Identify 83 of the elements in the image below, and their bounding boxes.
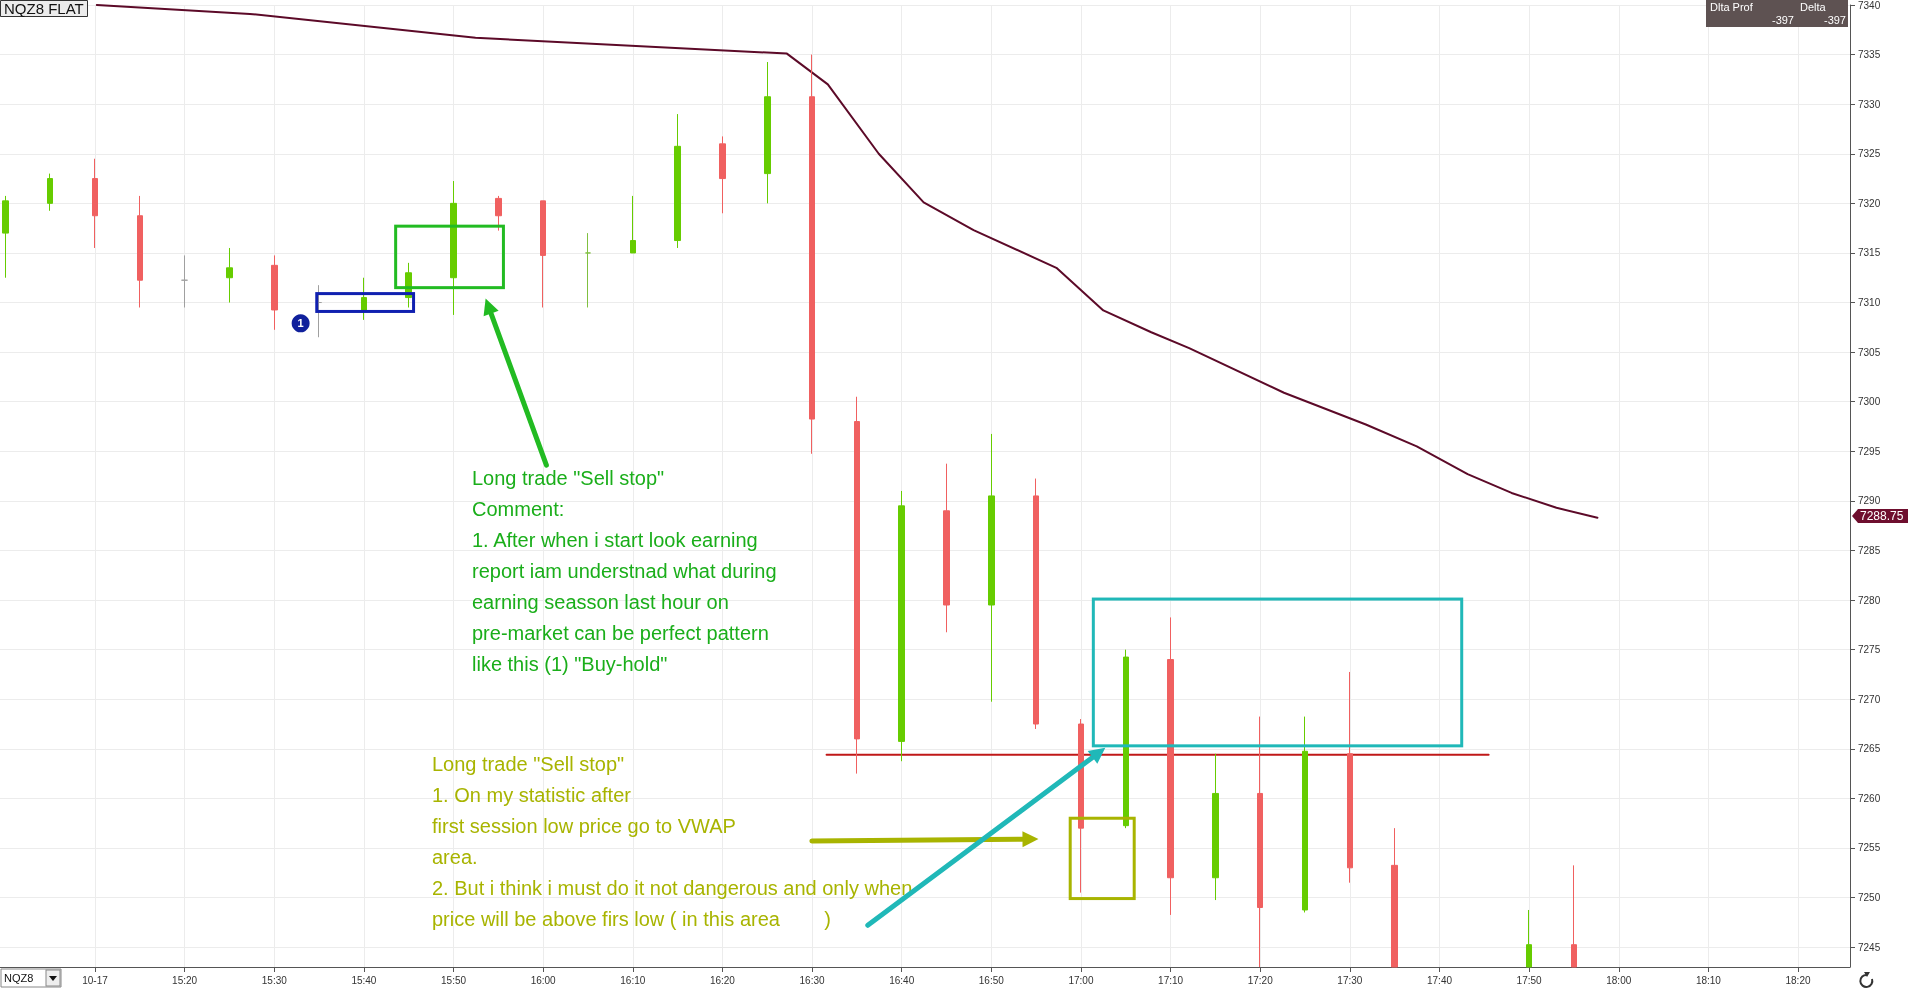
annotation: -397 — [1771, 13, 1794, 26]
candlestick — [764, 61, 771, 204]
candlestick — [226, 247, 233, 304]
y-tick-label: 7245 — [1858, 941, 1881, 953]
annotation: Delta — [1800, 0, 1827, 13]
x-tick-label: 17:00 — [1068, 974, 1094, 986]
y-tick-label: 7300 — [1858, 396, 1881, 408]
x-tick-label: 18:00 — [1606, 974, 1632, 986]
candlestick — [316, 284, 322, 338]
y-tick-label: 7260 — [1858, 792, 1881, 804]
y-tick-label: 7275 — [1858, 644, 1881, 656]
x-tick-label: 17:40 — [1426, 974, 1453, 986]
annotation: 1 — [297, 317, 304, 330]
x-tick-label: 16:50 — [978, 974, 1005, 986]
y-tick-label: 7270 — [1858, 693, 1881, 705]
candlestick — [898, 490, 905, 762]
text: NQZ8 — [4, 971, 34, 984]
y-tick-label: 7285 — [1858, 544, 1881, 556]
x-tick-label: 16:20 — [709, 974, 736, 986]
x-tick-label: 17:10 — [1158, 974, 1184, 986]
candlestick — [450, 180, 457, 316]
x-tick-label: 18:20 — [1785, 974, 1811, 986]
y-tick-label: 7325 — [1858, 148, 1881, 160]
candlestick — [1257, 716, 1263, 968]
candlestick — [271, 254, 278, 331]
candlestick — [719, 135, 726, 214]
x-tick-label: 15:50 — [441, 974, 467, 986]
candlestick — [1212, 753, 1219, 901]
y-tick-label: 7320 — [1858, 197, 1881, 209]
x-tick-label: 17:50 — [1516, 974, 1543, 986]
x-tick-label: 16:00 — [530, 974, 557, 986]
candlestick — [137, 195, 143, 308]
candlestick — [943, 463, 950, 633]
y-tick-label: 7340 — [1858, 0, 1881, 11]
x-tick-label: 16:40 — [889, 974, 915, 986]
candlestick — [1347, 671, 1353, 884]
y-tick-label: 7250 — [1858, 892, 1881, 904]
y-tick-label: 7290 — [1858, 495, 1881, 507]
candlestick — [988, 433, 995, 703]
candlestick — [2, 195, 9, 279]
y-tick-label: 7280 — [1858, 594, 1881, 606]
x-tick-label: 16:10 — [620, 974, 646, 986]
candlestick — [540, 200, 546, 308]
y-tick-label: 7330 — [1858, 98, 1881, 110]
chart-title: NQZ8 FLAT — [4, 0, 84, 17]
x-tick-label: 15:20 — [172, 974, 198, 986]
y-tick-label: 7295 — [1858, 445, 1881, 457]
x-tick-label: 15:30 — [261, 974, 288, 986]
x-tick-label: 15:40 — [351, 974, 377, 986]
candlestick — [1302, 716, 1308, 913]
x-tick-label: 18:10 — [1695, 974, 1722, 986]
candlestick — [1526, 909, 1532, 968]
candlestick — [1167, 616, 1174, 916]
line-series — [95, 4, 1599, 519]
candlestick — [181, 254, 188, 308]
y-tick-label: 7310 — [1858, 297, 1881, 309]
annotation: Long trade "Sell stop" 1. On my statistic after first session low price go to VWAP area. 2. But i think i must do it not dangerous and only when price will be above firs low ( in this area ) — [432, 752, 913, 930]
y-tick-label: 7335 — [1858, 49, 1881, 61]
x-tick-label: 17:30 — [1337, 974, 1363, 986]
x-tick-label: 17:20 — [1247, 974, 1274, 986]
text: 7288.75 — [1860, 509, 1904, 523]
candlestick — [1571, 864, 1577, 968]
y-tick-label: 7265 — [1858, 743, 1881, 755]
x-tick-label: 10-17 — [82, 974, 109, 986]
annotation: -397 — [1823, 13, 1846, 26]
y-tick-label: 7305 — [1858, 346, 1881, 358]
candlestick — [585, 232, 591, 308]
candlestick — [1123, 649, 1129, 829]
candlestick — [854, 396, 860, 775]
candlestick — [630, 195, 636, 254]
candlestick — [495, 195, 502, 232]
candlestick — [361, 277, 367, 321]
candlestick — [92, 158, 98, 249]
y-tick-label: 7315 — [1858, 247, 1881, 259]
x-tick-label: 16:30 — [799, 974, 826, 986]
candlestick — [1078, 718, 1084, 894]
annotation: Dlta Prof — [1710, 0, 1754, 13]
candlestick — [674, 113, 681, 249]
candlestick — [1391, 827, 1398, 968]
candlestick — [1033, 478, 1039, 730]
y-tick-label: 7255 — [1858, 842, 1881, 854]
annotation: Long trade "Sell stop" Comment: 1. After when i start look earning report iam understnad what during earning seasson last hour on pre-market can be perfect pattern like this (1) "Buy-hold" — [472, 466, 777, 675]
candlestick — [47, 173, 53, 212]
